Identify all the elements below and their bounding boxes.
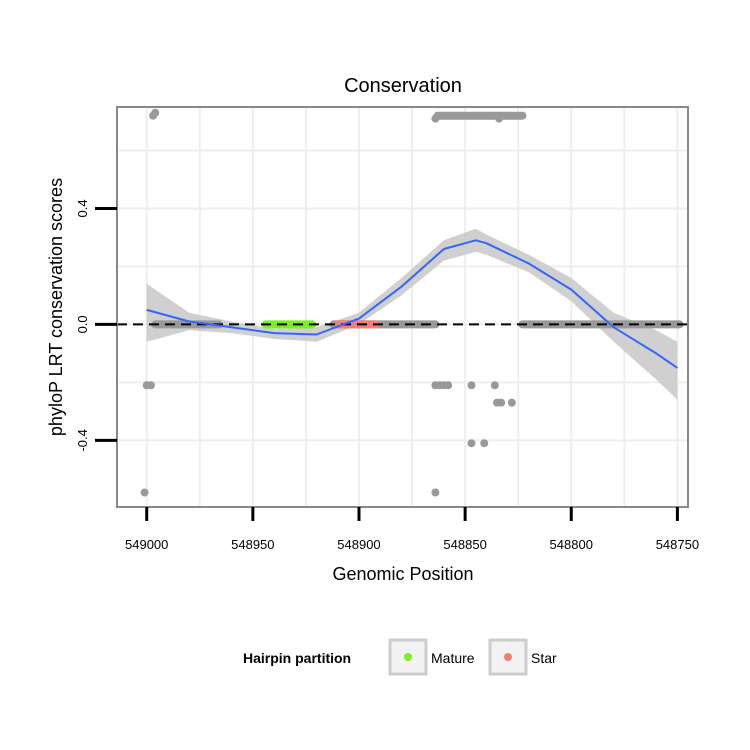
y-tick-label: -0.4 [75, 429, 90, 451]
data-point-other [507, 398, 516, 407]
x-tick-label: 548750 [656, 537, 699, 552]
y-tick-label: 0.0 [75, 315, 90, 333]
x-tick-label: 548950 [231, 537, 274, 552]
legend-title: Hairpin partition [243, 650, 351, 666]
data-point-other [431, 488, 440, 497]
chart-title: Conservation [344, 75, 462, 97]
plot-panel [116, 106, 689, 508]
y-axis: -0.4 0.0 0.4 [75, 199, 117, 452]
data-point-other [480, 439, 489, 448]
legend-item-mature: Mature [388, 638, 475, 676]
legend-key-mature [388, 638, 428, 676]
legend-item-star: Star [488, 638, 557, 676]
legend-swatch-star [504, 653, 512, 661]
smooth-line [146, 239, 678, 369]
legend-swatch-mature [404, 653, 412, 661]
data-point-other [495, 114, 504, 123]
panel-border [116, 106, 689, 508]
x-axis: 549000 548950 548900 548850 548800 548750 [125, 507, 699, 552]
y-axis-title: phyloP LRT conservation scores [46, 178, 66, 436]
data-point-other [497, 398, 506, 407]
confidence-ribbon [146, 228, 678, 400]
x-tick-label: 548900 [337, 537, 380, 552]
data-point-other [140, 488, 149, 497]
data-point-other [431, 114, 440, 123]
y-tick-label: 0.4 [75, 199, 90, 217]
data-point-other [467, 381, 476, 390]
data-point-other [146, 381, 155, 390]
legend-label-mature: Mature [431, 650, 475, 666]
data-point-other [467, 439, 476, 448]
x-tick-label: 548850 [443, 537, 486, 552]
x-tick-label: 548800 [550, 537, 593, 552]
x-axis-title: Genomic Position [332, 564, 473, 584]
data-point-other [151, 108, 160, 117]
data-point-other [490, 381, 499, 390]
smooth-line-layer [146, 239, 678, 369]
confidence-ribbon-layer [146, 228, 678, 400]
legend-label-star: Star [531, 650, 557, 666]
x-tick-label: 549000 [125, 537, 168, 552]
legend: Hairpin partition Mature Star [243, 638, 557, 676]
data-point-other [444, 381, 453, 390]
